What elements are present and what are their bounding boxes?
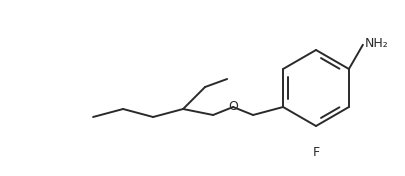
Text: F: F xyxy=(312,146,319,159)
Text: NH₂: NH₂ xyxy=(364,37,388,50)
Text: O: O xyxy=(228,99,237,112)
